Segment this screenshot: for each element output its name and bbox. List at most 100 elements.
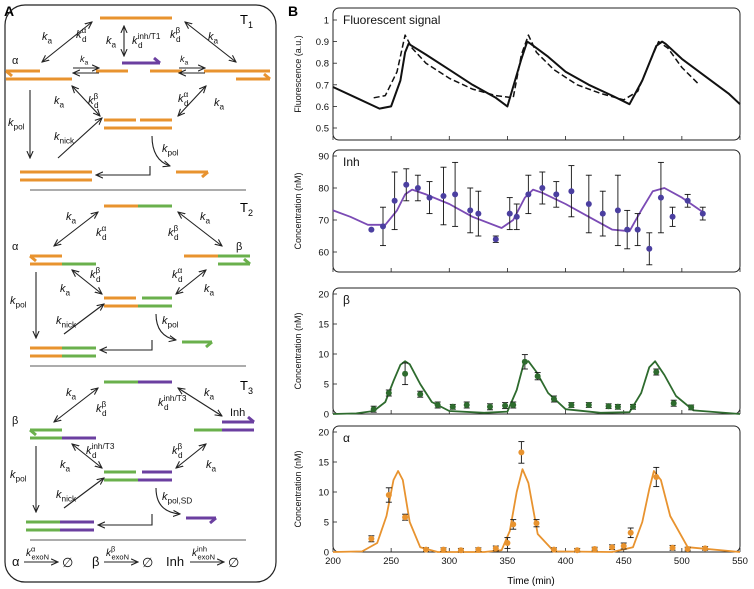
data-point [669,213,676,220]
module-t1: T1 α ka kα d ka kinh/T1 d kβ d ka ka ka ka kβ d kα d ka kpo… [5,12,271,191]
data-point [440,546,447,553]
t3-kd-inh-1: kinh/T3 d [158,394,187,412]
degradation-row: αkα exoN ∅ βkβ exoN ∅ Inh kinh exoN ∅ [12,545,239,571]
t2-kd-beta-2: kβ d [90,266,101,284]
t2-arrow-diag-right [176,270,206,294]
chart-frame [332,287,741,415]
degradation-sink-0: ∅ [62,555,73,570]
data-point [702,545,709,552]
t3-arrow-kpol-out [155,487,180,514]
t3-arrow-diag-right [176,444,206,468]
t1-arrow-diag-left [72,86,100,116]
y-tick-label: 20 [318,428,329,439]
data-point [670,400,677,407]
data-point [403,181,410,188]
t2-output-hook [205,340,213,349]
t1-ka-7: ka [214,97,225,111]
y-axis-label: Concentration (nM) [293,312,303,389]
t1-inhibitor [122,56,161,65]
t2-arrow-top-right [178,212,222,246]
data-point [624,226,631,233]
t1-output-hook [201,170,209,179]
data-point [440,193,447,199]
t2-ka-3: ka [60,283,71,297]
t2-kd-alpha-1: kα d [96,224,107,242]
time-series-charts: 0.5 0.6 0.7 0.8 0.9 1 Fluorescent signal Fluore… [293,7,748,567]
t1-kd-beta-1: kβ d [170,26,181,44]
panel-a-label: A [4,3,14,19]
t2-right-input-hook [243,257,251,266]
t1-ka-1: ka [42,31,53,45]
chart-frame [332,425,741,553]
data-point [553,191,560,198]
data-point [653,369,660,375]
t2-arrow-knick [63,304,104,335]
module-t2: T2 α β ka kα d kβ d ka ka kβ d kα d ka kpol knick kpol [10,200,253,367]
y-tick-label: 60 [318,248,329,259]
data-point [591,546,598,552]
t2-arrow-return [100,340,153,350]
y-tick-label: 70 [318,216,329,227]
t2-kpol-out: kpol [162,315,179,329]
data-point [463,402,470,408]
t3-ka-3: ka [60,459,71,473]
x-tick-label: 200 [325,556,341,567]
t3-arrow-knick [63,478,104,509]
t3-arrow-diag-left [72,444,102,468]
t1-kpol: kpol [8,117,25,131]
degradation-species-1: β [92,554,99,569]
y-tick-label: 0.6 [316,102,329,113]
data-point [521,358,528,365]
module-t3: T3 β Inh ka kβ d kinh/T3 d ka ka kinh/T3 d kβ d ka kpol… [10,378,255,541]
data-point [550,546,557,553]
degradation-rate-0: kα exoN [26,545,49,562]
x-tick-label: 500 [674,556,690,567]
chart-title: Inh [343,155,360,169]
t2-left-input-hook [29,254,37,263]
t1-ka-2: ka [106,35,117,49]
t3-ka-1: ka [66,387,77,401]
data-point [467,207,474,214]
t2-output [182,340,213,349]
data-point [609,544,616,551]
data-point [699,210,706,217]
data-point [368,535,375,542]
t2-ka-2: ka [200,211,211,225]
chart-1: 60 70 80 90 Inh Concentration (nM) [293,149,741,273]
t3-kd-beta-2: kβ d [172,442,183,460]
y-tick-label: 5 [324,380,329,391]
data-point [585,402,592,408]
data-point [657,194,664,201]
data-point [627,529,634,536]
chart-frame [332,149,741,273]
data-point [385,390,392,396]
module-t3-label: T3 [240,378,253,396]
data-point [518,449,525,456]
t3-right-input [222,415,255,424]
chart-title: β [343,293,350,307]
y-tick-label: 15 [318,458,329,469]
degradation-species-0: α [12,554,20,569]
y-tick-label: 5 [324,518,329,529]
data-point [368,226,375,233]
data-point [620,543,627,549]
panel-a-frame [4,4,277,583]
t1-right-template [236,72,271,81]
t1-arrow-top-left [42,22,92,62]
x-tick-label: 250 [383,556,399,567]
data-point [475,210,482,217]
chart-2: 0 5 10 15 20 β Concentration (nM) [293,287,741,421]
t3-left-input [29,428,62,437]
t2-ka-1: ka [66,211,77,225]
y-tick-label: 0 [324,410,329,421]
data-point [599,210,606,217]
y-tick-label: 80 [318,184,329,195]
data-point [492,545,499,552]
data-point [510,521,517,528]
t1-kd-alpha-2: kα d [178,90,189,108]
data-point [614,403,621,410]
chart-title: α [343,431,350,445]
data-point [504,540,511,546]
y-axis-label: Fluorescence (a.u.) [293,35,303,113]
